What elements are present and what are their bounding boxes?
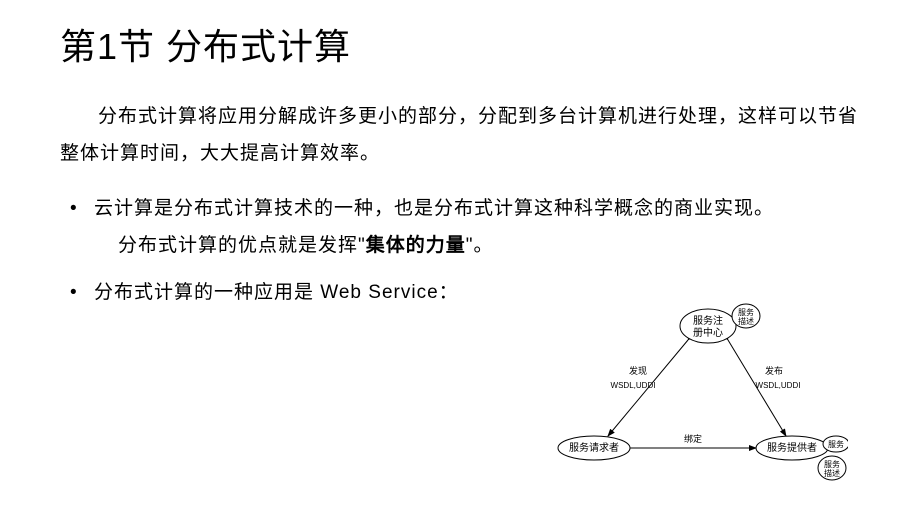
bullet-1-line2: 分布式计算的优点就是发挥"集体的力量"。 (94, 227, 860, 264)
tech-publish: WSDL,UDDI (756, 381, 801, 390)
bubble-desc-top-l2: 描述 (738, 316, 754, 326)
bubble-desc-bottom-l2: 描述 (824, 468, 840, 478)
bullet-1-pre: 分布式计算的优点就是发挥" (118, 235, 366, 256)
bullet-list: 云计算是分布式计算技术的一种，也是分布式计算这种科学概念的商业实现。 分布式计算… (60, 190, 860, 311)
bullet-1: 云计算是分布式计算技术的一种，也是分布式计算这种科学概念的商业实现。 分布式计算… (70, 190, 860, 264)
node-registry-label2: 册中心 (693, 326, 723, 339)
bullet-1-line1: 云计算是分布式计算技术的一种，也是分布式计算这种科学概念的商业实现。 (94, 198, 774, 219)
intro-paragraph: 分布式计算将应用分解成许多更小的部分，分配到多台计算机进行处理，这样可以节省整体… (60, 98, 860, 172)
bubble-desc-bottom-l1: 服务 (824, 459, 840, 469)
bullet-2-text: 分布式计算的一种应用是 Web Service： (94, 282, 459, 303)
node-registry-label1: 服务注 (693, 314, 723, 327)
node-requester-label: 服务请求者 (569, 441, 619, 454)
bullet-1-post: "。 (466, 235, 494, 256)
web-service-diagram: 服务注 册中心 服务请求者 服务提供者 服务 描述 服务 服务 描述 发现 WS… (538, 295, 848, 495)
label-bind: 绑定 (684, 433, 702, 444)
bubble-service-right-l1: 服务 (828, 439, 844, 449)
label-publish: 发布 (765, 365, 783, 376)
label-discover: 发现 (629, 365, 647, 376)
bullet-1-bold: 集体的力量 (366, 235, 466, 256)
slide-title: 第1节 分布式计算 (60, 18, 860, 70)
tech-discover: WSDL,UDDI (611, 381, 656, 390)
bubble-desc-top-l1: 服务 (738, 307, 754, 317)
node-provider-label: 服务提供者 (767, 441, 817, 454)
